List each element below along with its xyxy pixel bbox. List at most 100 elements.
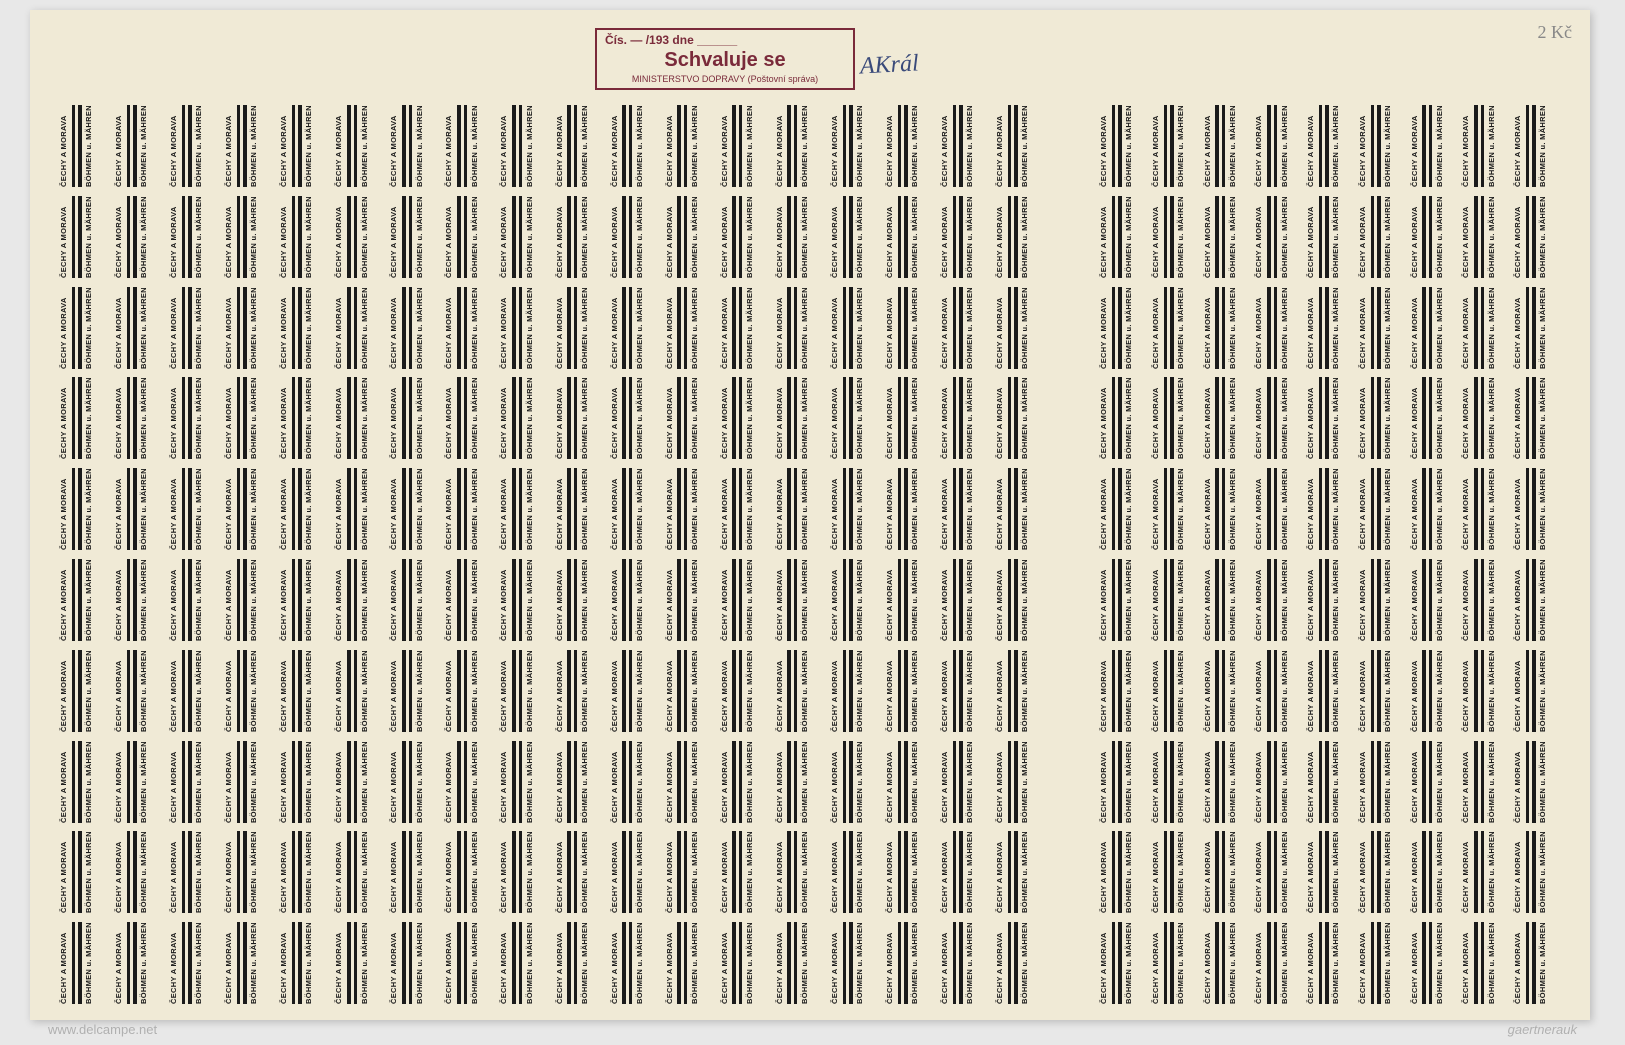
- overprint-cell: ČECHY A MORAVABÖHMEN u. MÄHREN: [1255, 105, 1301, 187]
- overprint-bars: [676, 468, 689, 550]
- overprint-text-cechy: ČECHY A MORAVA: [556, 196, 564, 278]
- overprint-cell: ČECHY A MORAVABÖHMEN u. MÄHREN: [776, 196, 825, 278]
- overprint-text-cechy: ČECHY A MORAVA: [115, 196, 123, 278]
- overprint-cell: ČECHY A MORAVABÖHMEN u. MÄHREN: [390, 377, 439, 459]
- overprint-bar: [1112, 377, 1116, 459]
- overprint-text-bohmen: BÖHMEN u. MÄHREN: [305, 922, 313, 1004]
- overprint-bar: [354, 196, 358, 278]
- overprint-bar: [1215, 922, 1219, 1004]
- overprint-bar: [512, 377, 516, 459]
- overprint-text-bohmen: BÖHMEN u. MÄHREN: [856, 105, 864, 187]
- overprint-text-cechy: ČECHY A MORAVA: [1255, 105, 1263, 187]
- overprint-bar: [794, 831, 798, 913]
- overprint-bar: [1267, 741, 1271, 823]
- overprint-bar: [1371, 105, 1375, 187]
- overprint-bar: [739, 831, 743, 913]
- overprint-bar: [298, 287, 302, 369]
- overprint-bars: [731, 831, 744, 913]
- overprint-cell: ČECHY A MORAVABÖHMEN u. MÄHREN: [335, 922, 384, 1004]
- overprint-cell: ČECHY A MORAVABÖHMEN u. MÄHREN: [831, 287, 880, 369]
- overprint-bar: [794, 287, 798, 369]
- overprint-bar: [347, 741, 351, 823]
- overprint-cell: ČECHY A MORAVABÖHMEN u. MÄHREN: [1255, 741, 1301, 823]
- overprint-bar: [1325, 287, 1329, 369]
- overprint-cell: ČECHY A MORAVABÖHMEN u. MÄHREN: [1307, 831, 1353, 913]
- overprint-cell: ČECHY A MORAVABÖHMEN u. MÄHREN: [886, 377, 935, 459]
- overprint-cell: ČECHY A MORAVABÖHMEN u. MÄHREN: [611, 650, 660, 732]
- overprint-text-bohmen: BÖHMEN u. MÄHREN: [1281, 196, 1289, 278]
- overprint-text-bohmen: BÖHMEN u. MÄHREN: [1436, 559, 1444, 641]
- overprint-cell: ČECHY A MORAVABÖHMEN u. MÄHREN: [335, 287, 384, 369]
- overprint-cell: ČECHY A MORAVABÖHMEN u. MÄHREN: [721, 831, 770, 913]
- overprint-text-bohmen: BÖHMEN u. MÄHREN: [305, 377, 313, 459]
- overprint-bar: [133, 831, 137, 913]
- overprint-text-cechy: ČECHY A MORAVA: [1255, 559, 1263, 641]
- overprint-text-cechy: ČECHY A MORAVA: [390, 468, 398, 550]
- overprint-bars: [1421, 741, 1434, 823]
- overprint-bar: [512, 287, 516, 369]
- overprint-bar: [1481, 650, 1485, 732]
- overprint-text-bohmen: BÖHMEN u. MÄHREN: [911, 377, 919, 459]
- overprint-bar: [898, 105, 902, 187]
- overprint-text-cechy: ČECHY A MORAVA: [886, 559, 894, 641]
- overprint-bars: [676, 741, 689, 823]
- overprint-text-cechy: ČECHY A MORAVA: [1462, 559, 1470, 641]
- overprint-bars: [1162, 559, 1175, 641]
- overprint-bars: [731, 741, 744, 823]
- overprint-text-bohmen: BÖHMEN u. MÄHREN: [1488, 831, 1496, 913]
- overprint-bar: [787, 741, 791, 823]
- overprint-text-cechy: ČECHY A MORAVA: [115, 559, 123, 641]
- overprint-bar: [182, 922, 186, 1004]
- overprint-bar: [1008, 287, 1012, 369]
- overprint-bar: [1118, 922, 1122, 1004]
- overprint-cell: ČECHY A MORAVABÖHMEN u. MÄHREN: [1359, 741, 1405, 823]
- overprint-text-bohmen: BÖHMEN u. MÄHREN: [911, 741, 919, 823]
- overprint-bar: [843, 468, 847, 550]
- overprint-text-cechy: ČECHY A MORAVA: [556, 377, 564, 459]
- overprint-text-cechy: ČECHY A MORAVA: [1359, 468, 1367, 550]
- overprint-text-cechy: ČECHY A MORAVA: [1100, 287, 1108, 369]
- overprint-text-bohmen: BÖHMEN u. MÄHREN: [636, 287, 644, 369]
- overprint-text-cechy: ČECHY A MORAVA: [390, 196, 398, 278]
- overprint-cell: ČECHY A MORAVABÖHMEN u. MÄHREN: [1307, 922, 1353, 1004]
- overprint-bar: [959, 468, 963, 550]
- overprint-bars: [731, 468, 744, 550]
- overprint-bars: [70, 922, 83, 1004]
- overprint-text-cechy: ČECHY A MORAVA: [1307, 287, 1315, 369]
- overprint-text-bohmen: BÖHMEN u. MÄHREN: [636, 650, 644, 732]
- overprint-bars: [566, 377, 579, 459]
- overprint-text-cechy: ČECHY A MORAVA: [886, 287, 894, 369]
- overprint-cell: ČECHY A MORAVABÖHMEN u. MÄHREN: [721, 377, 770, 459]
- overprint-bar: [133, 196, 137, 278]
- overprint-text-bohmen: BÖHMEN u. MÄHREN: [1384, 650, 1392, 732]
- overprint-text-cechy: ČECHY A MORAVA: [1204, 559, 1212, 641]
- overprint-bars: [1317, 105, 1330, 187]
- overprint-text-bohmen: BÖHMEN u. MÄHREN: [526, 196, 534, 278]
- overprint-bar: [237, 196, 241, 278]
- overprint-bar: [182, 468, 186, 550]
- overprint-cell: ČECHY A MORAVABÖHMEN u. MÄHREN: [941, 741, 990, 823]
- overprint-cell: ČECHY A MORAVABÖHMEN u. MÄHREN: [500, 105, 549, 187]
- overprint-bar: [519, 196, 523, 278]
- overprint-text-cechy: ČECHY A MORAVA: [170, 650, 178, 732]
- overprint-bar: [409, 922, 413, 1004]
- overprint-bar: [677, 105, 681, 187]
- overprint-text-cechy: ČECHY A MORAVA: [60, 559, 68, 641]
- overprint-bars: [786, 831, 799, 913]
- overprint-bar: [1274, 741, 1278, 823]
- overprint-bar: [904, 741, 908, 823]
- overprint-bar: [1008, 105, 1012, 187]
- overprint-text-bohmen: BÖHMEN u. MÄHREN: [361, 650, 369, 732]
- overprint-text-bohmen: BÖHMEN u. MÄHREN: [1332, 287, 1340, 369]
- stamp-cis: Čís.: [605, 33, 627, 47]
- overprint-bars: [1421, 105, 1434, 187]
- overprint-bars: [841, 559, 854, 641]
- overprint-bars: [731, 196, 744, 278]
- overprint-text-bohmen: BÖHMEN u. MÄHREN: [250, 196, 258, 278]
- overprint-bar: [1222, 831, 1226, 913]
- overprint-cell: ČECHY A MORAVABÖHMEN u. MÄHREN: [1411, 377, 1457, 459]
- overprint-bar: [237, 922, 241, 1004]
- overprint-bars: [1421, 377, 1434, 459]
- overprint-text-bohmen: BÖHMEN u. MÄHREN: [1177, 922, 1185, 1004]
- overprint-text-bohmen: BÖHMEN u. MÄHREN: [1125, 196, 1133, 278]
